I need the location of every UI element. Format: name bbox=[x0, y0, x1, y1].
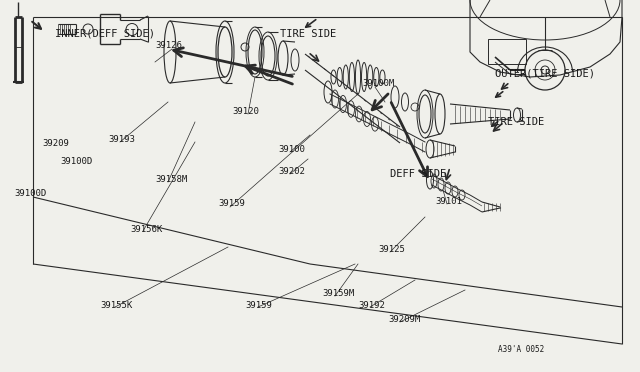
Text: TIRE SIDE: TIRE SIDE bbox=[488, 117, 544, 127]
Text: TIRE SIDE: TIRE SIDE bbox=[280, 29, 336, 39]
Text: 39100M: 39100M bbox=[362, 80, 394, 89]
Text: 39101: 39101 bbox=[435, 198, 462, 206]
Text: INNER(DEFF SIDE): INNER(DEFF SIDE) bbox=[55, 29, 155, 39]
Text: 39100: 39100 bbox=[278, 145, 305, 154]
Text: OUTER(TIRE SIDE): OUTER(TIRE SIDE) bbox=[495, 69, 595, 79]
Text: 39159: 39159 bbox=[218, 199, 245, 208]
Text: 39209: 39209 bbox=[42, 140, 69, 148]
Text: 39209M: 39209M bbox=[388, 315, 420, 324]
Text: 39158M: 39158M bbox=[155, 176, 188, 185]
Text: 39193: 39193 bbox=[108, 135, 135, 144]
Text: A39'A 0052: A39'A 0052 bbox=[498, 346, 544, 355]
Text: 39159M: 39159M bbox=[322, 289, 355, 298]
Text: 39155K: 39155K bbox=[100, 301, 132, 310]
Text: 39100D: 39100D bbox=[14, 189, 46, 199]
Text: 39125: 39125 bbox=[378, 246, 405, 254]
Text: 39192: 39192 bbox=[358, 301, 385, 310]
Text: 39100D: 39100D bbox=[60, 157, 92, 167]
Text: 39159: 39159 bbox=[245, 301, 272, 310]
Text: 39120: 39120 bbox=[232, 108, 259, 116]
Text: 39156K: 39156K bbox=[130, 224, 163, 234]
Text: DEFF SIDE: DEFF SIDE bbox=[390, 169, 446, 179]
Text: 39126: 39126 bbox=[155, 42, 182, 51]
Text: 39202: 39202 bbox=[278, 167, 305, 176]
